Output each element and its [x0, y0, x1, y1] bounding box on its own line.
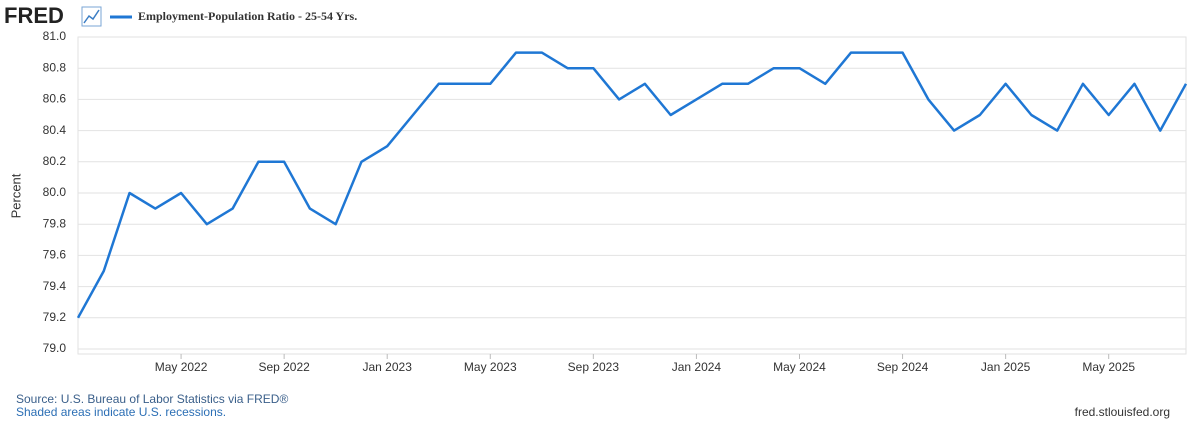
legend-label: Employment-Population Ratio - 25-54 Yrs.: [138, 9, 357, 23]
x-tick-label: May 2024: [773, 360, 826, 374]
x-tick-label: Sep 2023: [568, 360, 620, 374]
series-line: [76, 51, 1188, 319]
y-tick-label: 79.8: [43, 216, 67, 230]
y-axis-label: Percent: [8, 173, 23, 218]
logo-icon: [81, 6, 102, 27]
x-tick-label: Jan 2025: [981, 360, 1031, 374]
x-tick-label: Sep 2022: [258, 360, 310, 374]
y-tick-label: 80.0: [43, 185, 67, 199]
x-tick-label: May 2023: [464, 360, 517, 374]
y-tick-label: 80.8: [43, 60, 67, 74]
y-tick-label: 79.4: [43, 279, 67, 293]
recession-note[interactable]: Shaded areas indicate U.S. recessions.: [16, 405, 226, 419]
y-tick-label: 81.0: [43, 29, 67, 43]
y-tick-label: 80.4: [43, 123, 67, 137]
y-tick-label: 80.6: [43, 92, 67, 106]
plot-area: [77, 36, 1187, 355]
x-tick-label: Sep 2024: [877, 360, 929, 374]
site-url[interactable]: fred.stlouisfed.org: [1075, 405, 1170, 419]
source-note: Source: U.S. Bureau of Labor Statistics …: [16, 392, 288, 406]
y-tick-label: 79.0: [43, 341, 67, 355]
x-tick-label: Jan 2023: [363, 360, 413, 374]
y-tick-label: 79.2: [43, 310, 67, 324]
brand-logo: FRED: [4, 3, 64, 28]
y-tick-label: 79.6: [43, 248, 67, 262]
x-tick-label: Jan 2024: [672, 360, 722, 374]
logo-icon-line: [83, 9, 100, 24]
x-tick-label: May 2025: [1082, 360, 1135, 374]
x-tick-label: May 2022: [155, 360, 208, 374]
y-tick-label: 80.2: [43, 154, 67, 168]
